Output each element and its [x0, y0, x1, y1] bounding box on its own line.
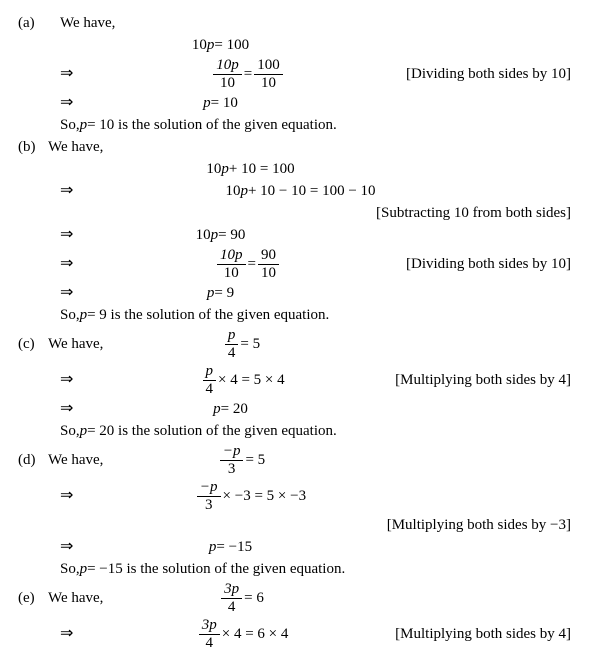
implies-icon: ⇒ — [60, 63, 98, 85]
implies-icon: ⇒ — [60, 536, 98, 558]
c-eq2: ⇒ p4 × 4 = 5 × 4 [Multiplying both sides… — [18, 362, 571, 398]
part-b-header: (b) We have, — [18, 136, 571, 158]
we-have-e: We have, — [48, 588, 120, 608]
label-e: (e) — [18, 588, 48, 608]
b-eq1: 10p + 10 = 100 — [18, 158, 571, 180]
we-have-b: We have, — [48, 137, 103, 157]
implies-icon: ⇒ — [60, 369, 98, 391]
b-eq3: ⇒ 10p = 90 — [18, 224, 571, 246]
implies-icon: ⇒ — [60, 282, 98, 304]
b-eq2: ⇒ 10p + 10 − 10 = 100 − 10 — [18, 180, 571, 202]
part-e-header: (e) We have, 3p4 = 6 — [18, 580, 571, 616]
label-c: (c) — [18, 334, 48, 354]
implies-icon: ⇒ — [60, 253, 98, 275]
we-have-c: We have, — [48, 334, 120, 354]
d-eq3: ⇒ p = −15 — [18, 536, 571, 558]
b-eq4: ⇒ 10p10 = 9010 [Dividing both sides by 1… — [18, 246, 571, 282]
implies-icon: ⇒ — [60, 92, 98, 114]
a-eq2: ⇒ 10p10 = 10010 [Dividing both sides by … — [18, 56, 571, 92]
d-eq2: ⇒ −p3 × −3 = 5 × −3 — [18, 478, 571, 514]
b-solution: So, p = 9 is the solution of the given e… — [18, 304, 571, 326]
we-have-d: We have, — [48, 450, 120, 470]
implies-icon: ⇒ — [60, 398, 98, 420]
d-solution: So, p = −15 is the solution of the given… — [18, 558, 571, 580]
note-div10b: [Dividing both sides by 10] — [398, 254, 571, 274]
c-solution: So, p = 20 is the solution of the given … — [18, 420, 571, 442]
a-eq3: ⇒ p = 10 — [18, 92, 571, 114]
b-note-sub: [Subtracting 10 from both sides] — [18, 202, 571, 224]
label-d: (d) — [18, 450, 48, 470]
a-eq1: 10p = 100 — [18, 34, 571, 56]
a-solution: So, p = 10 is the solution of the given … — [18, 114, 571, 136]
b-eq5: ⇒ p = 9 — [18, 282, 571, 304]
c-eq3: ⇒ p = 20 — [18, 398, 571, 420]
we-have-a: We have, — [60, 13, 115, 33]
d-note-mul: [Multiplying both sides by −3] — [18, 514, 571, 536]
label-a: (a) — [18, 13, 60, 33]
implies-icon: ⇒ — [60, 623, 98, 645]
note-mul4e: [Multiplying both sides by 4] — [387, 624, 571, 644]
part-c-header: (c) We have, p4 = 5 — [18, 326, 571, 362]
part-d-header: (d) We have, −p3 = 5 — [18, 442, 571, 478]
implies-icon: ⇒ — [60, 485, 98, 507]
note-mul4c: [Multiplying both sides by 4] — [387, 370, 571, 390]
part-a-header: (a) We have, — [18, 12, 571, 34]
implies-icon: ⇒ — [60, 180, 98, 202]
e-eq2: ⇒ 3p4 × 4 = 6 × 4 [Multiplying both side… — [18, 616, 571, 652]
implies-icon: ⇒ — [60, 224, 98, 246]
note-div10: [Dividing both sides by 10] — [398, 64, 571, 84]
label-b: (b) — [18, 137, 48, 157]
